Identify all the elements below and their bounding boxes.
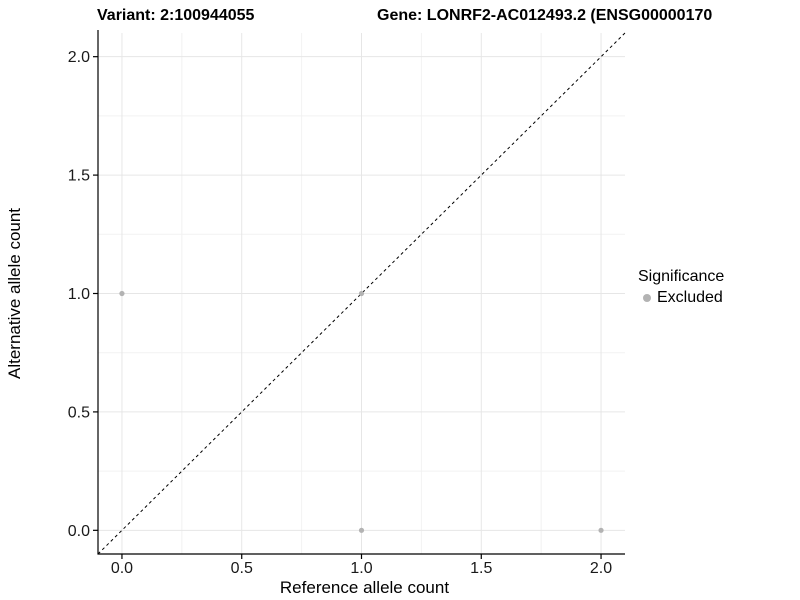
x-tick-label: 2.0 — [590, 560, 612, 577]
variant-title: Variant: 2:100944055 — [97, 7, 255, 24]
y-tick-label: 2.0 — [68, 49, 90, 66]
data-point — [598, 527, 604, 533]
x-tick-label: 1.0 — [350, 560, 372, 577]
x-axis-title: Reference allele count — [280, 578, 449, 597]
x-tick-label: 1.5 — [470, 560, 492, 577]
legend-title: Significance — [638, 268, 725, 285]
x-tick-label: 0.0 — [111, 560, 133, 577]
data-point — [358, 527, 365, 533]
gene-title: Gene: LONRF2-AC012493.2 (ENSG00000170 — [377, 7, 713, 24]
y-tick-label: 0.5 — [68, 404, 90, 421]
legend-entry-label: Excluded — [657, 289, 723, 306]
legend: Significance Excluded — [638, 268, 724, 307]
y-tick-label: 0.0 — [68, 523, 90, 540]
legend-key-dot-icon — [643, 294, 651, 302]
legend-entry-excluded: Excluded — [638, 289, 724, 307]
y-tick-label: 1.0 — [68, 286, 90, 303]
x-tick-label: 0.5 — [231, 560, 253, 577]
data-point — [119, 290, 125, 297]
y-tick-label: 1.5 — [68, 168, 90, 185]
y-axis-title: Alternative allele count — [5, 208, 24, 379]
data-point — [358, 290, 365, 297]
